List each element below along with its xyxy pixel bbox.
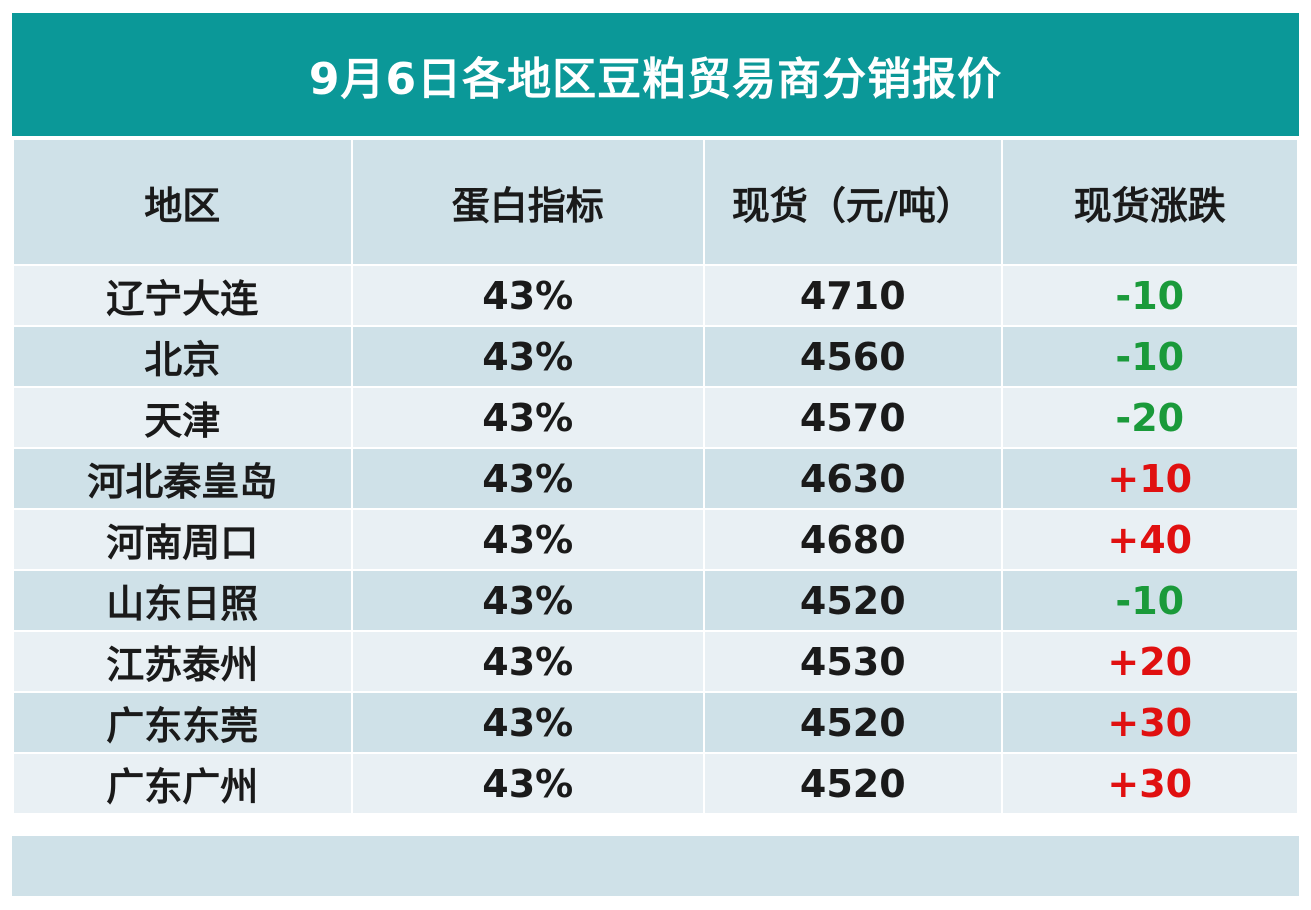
table-row: 辽宁大连 43% 4710 -10	[12, 264, 1300, 327]
cell-region: 河北秦皇岛	[12, 447, 353, 510]
cell-protein: 43%	[350, 264, 706, 327]
cell-price: 4520	[703, 752, 1003, 815]
cell-price: 4570	[703, 386, 1003, 449]
page-title: 9月6日各地区豆粕贸易商分销报价	[308, 53, 1003, 105]
table-row: 河北秦皇岛 43% 4630 +10	[12, 447, 1300, 510]
header-protein: 蛋白指标	[350, 138, 706, 266]
cell-change: -10	[1000, 325, 1300, 388]
table-row: 北京 43% 4560 -10	[12, 325, 1300, 388]
cell-protein: 43%	[350, 447, 706, 510]
cell-region: 北京	[12, 325, 353, 388]
cell-region: 广东广州	[12, 752, 353, 815]
title-banner: 9月6日各地区豆粕贸易商分销报价	[12, 13, 1299, 136]
cell-change: +10	[1000, 447, 1300, 510]
cell-price: 4520	[703, 569, 1003, 632]
cell-protein: 43%	[350, 691, 706, 754]
cell-price: 4630	[703, 447, 1003, 510]
cell-change: -20	[1000, 386, 1300, 449]
table-row: 江苏泰州 43% 4530 +20	[12, 630, 1300, 693]
cell-price: 4680	[703, 508, 1003, 571]
cell-protein: 43%	[350, 569, 706, 632]
table-row: 天津 43% 4570 -20	[12, 386, 1300, 449]
cell-price: 4560	[703, 325, 1003, 388]
cell-protein: 43%	[350, 386, 706, 449]
cell-change: +30	[1000, 691, 1300, 754]
header-row: 地区 蛋白指标 现货（元/吨） 现货涨跌	[12, 138, 1300, 266]
header-change: 现货涨跌	[1000, 138, 1300, 266]
cell-protein: 43%	[350, 325, 706, 388]
price-table: 地区 蛋白指标 现货（元/吨） 现货涨跌 辽宁大连 43% 4710 -10 北京 43%…	[12, 138, 1300, 815]
table-row: 河南周口 43% 4680 +40	[12, 508, 1300, 571]
cell-change: -10	[1000, 264, 1300, 327]
cell-region: 天津	[12, 386, 353, 449]
cell-region: 广东东莞	[12, 691, 353, 754]
table-row: 广东东莞 43% 4520 +30	[12, 691, 1300, 754]
cell-change: +40	[1000, 508, 1300, 571]
cell-region: 河南周口	[12, 508, 353, 571]
table-row: 山东日照 43% 4520 -10	[12, 569, 1300, 632]
cell-protein: 43%	[350, 630, 706, 693]
cell-change: -10	[1000, 569, 1300, 632]
cell-change: +20	[1000, 630, 1300, 693]
cell-price: 4710	[703, 264, 1003, 327]
header-price: 现货（元/吨）	[703, 138, 1003, 266]
cell-region: 辽宁大连	[12, 264, 353, 327]
footer-band	[12, 836, 1299, 896]
cell-protein: 43%	[350, 752, 706, 815]
cell-region: 山东日照	[12, 569, 353, 632]
cell-change: +30	[1000, 752, 1300, 815]
table-row: 广东广州 43% 4520 +30	[12, 752, 1300, 815]
cell-protein: 43%	[350, 508, 706, 571]
cell-price: 4520	[703, 691, 1003, 754]
cell-region: 江苏泰州	[12, 630, 353, 693]
cell-price: 4530	[703, 630, 1003, 693]
header-region: 地区	[12, 138, 353, 266]
